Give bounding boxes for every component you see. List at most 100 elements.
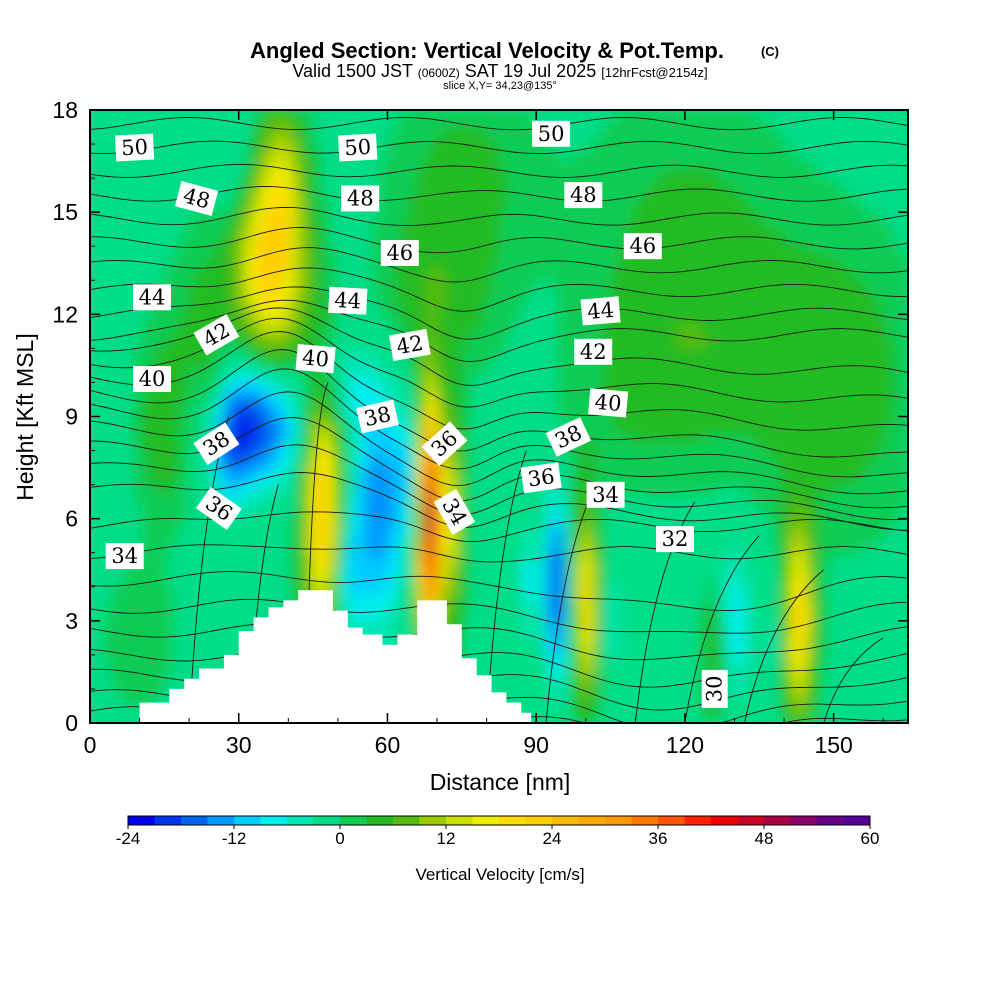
velocity-cell	[699, 476, 708, 486]
velocity-cell	[476, 271, 485, 281]
velocity-cell	[551, 569, 560, 579]
velocity-cell	[231, 339, 240, 349]
velocity-cell	[439, 280, 448, 290]
velocity-cell	[223, 161, 232, 171]
velocity-cell	[766, 144, 775, 154]
velocity-cell	[350, 416, 359, 426]
velocity-cell	[684, 442, 693, 452]
velocity-cell	[729, 246, 738, 256]
velocity-cell	[774, 365, 783, 375]
velocity-cell	[662, 220, 671, 230]
velocity-cell	[863, 510, 872, 520]
velocity-cell	[640, 425, 649, 435]
velocity-cell	[261, 314, 270, 324]
velocity-cell	[818, 518, 827, 528]
velocity-cell	[342, 416, 351, 426]
velocity-cell	[759, 425, 768, 435]
velocity-cell	[684, 407, 693, 418]
velocity-cell	[684, 399, 693, 409]
velocity-cell	[640, 186, 649, 196]
velocity-cell	[684, 390, 693, 401]
velocity-cell	[558, 407, 567, 418]
velocity-cell	[789, 680, 798, 690]
velocity-cell	[127, 637, 136, 647]
velocity-cell	[454, 484, 463, 494]
velocity-cell	[684, 178, 693, 188]
velocity-cell	[469, 212, 478, 222]
velocity-cell	[171, 314, 180, 324]
velocity-cell	[736, 527, 745, 537]
velocity-cell	[543, 612, 552, 622]
velocity-cell	[499, 152, 508, 162]
velocity-cell	[848, 314, 857, 324]
velocity-cell	[179, 356, 188, 367]
velocity-cell	[186, 348, 195, 358]
velocity-cell	[513, 280, 522, 290]
velocity-cell	[387, 637, 396, 647]
velocity-cell	[722, 637, 731, 647]
velocity-cell	[432, 246, 441, 256]
velocity-cell	[142, 459, 151, 469]
velocity-cell	[275, 450, 284, 460]
velocity-cell	[640, 467, 649, 477]
velocity-cell	[751, 620, 760, 630]
velocity-cell	[208, 280, 218, 290]
velocity-cell	[781, 637, 790, 647]
velocity-cell	[238, 373, 247, 384]
velocity-cell	[774, 152, 783, 162]
velocity-cell	[573, 246, 582, 256]
velocity-cell	[759, 271, 768, 281]
velocity-cell	[848, 382, 857, 392]
velocity-cell	[342, 510, 351, 520]
velocity-cell	[283, 501, 292, 511]
velocity-cell	[164, 586, 173, 596]
velocity-cell	[283, 476, 292, 486]
velocity-cell	[766, 586, 775, 596]
velocity-cell	[171, 510, 180, 520]
velocity-cell	[528, 246, 537, 256]
velocity-cell	[394, 544, 403, 554]
velocity-cell	[417, 314, 426, 324]
velocity-cell	[736, 654, 745, 664]
velocity-cell	[484, 305, 493, 315]
velocity-cell	[491, 237, 500, 247]
velocity-cell	[387, 518, 396, 528]
velocity-cell	[290, 322, 299, 332]
velocity-cell	[759, 339, 768, 349]
velocity-cell	[164, 637, 173, 647]
velocity-cell	[647, 297, 656, 307]
velocity-cell	[573, 501, 582, 511]
velocity-cell	[268, 297, 277, 307]
velocity-cell	[662, 484, 671, 494]
velocity-cell	[275, 510, 284, 520]
velocity-cell	[499, 220, 508, 230]
velocity-cell	[625, 271, 634, 281]
velocity-cell	[714, 705, 723, 716]
velocity-cell	[736, 263, 745, 273]
velocity-cell	[268, 288, 277, 298]
velocity-cell	[789, 305, 798, 315]
velocity-cell	[313, 331, 322, 341]
velocity-cell	[811, 578, 820, 588]
velocity-cell	[268, 407, 277, 418]
velocity-cell	[454, 365, 463, 375]
velocity-cell	[283, 467, 292, 477]
velocity-cell	[320, 459, 329, 469]
velocity-cell	[506, 135, 515, 145]
velocity-cell	[179, 459, 188, 469]
velocity-cell	[655, 459, 664, 469]
velocity-cell	[246, 246, 255, 256]
velocity-cell	[759, 416, 768, 426]
velocity-cell	[551, 229, 560, 239]
velocity-cell	[268, 399, 277, 409]
velocity-cell	[298, 280, 307, 290]
velocity-cell	[558, 552, 567, 562]
velocity-cell	[617, 433, 627, 443]
velocity-cell	[647, 365, 656, 375]
velocity-cell	[811, 433, 820, 443]
velocity-cell	[432, 212, 441, 222]
velocity-cell	[573, 331, 582, 341]
velocity-cell	[610, 654, 619, 664]
velocity-cell	[796, 348, 805, 358]
velocity-cell	[261, 433, 270, 443]
